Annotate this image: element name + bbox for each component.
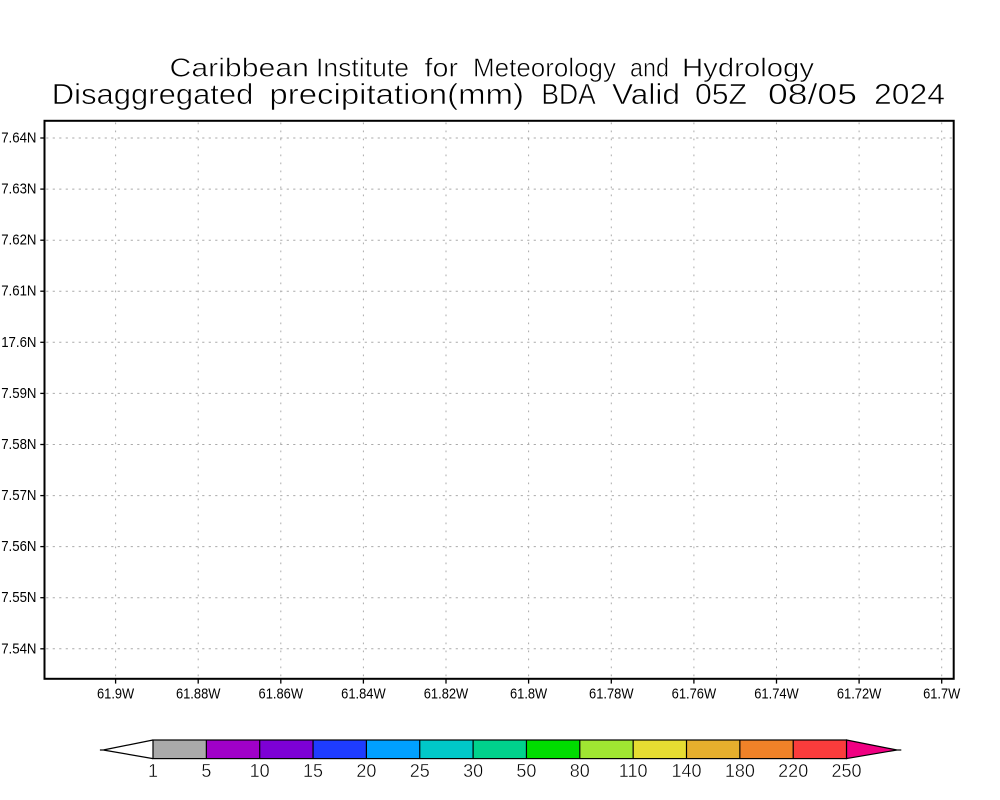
svg-text:08/05: 08/05 — [768, 79, 857, 111]
svg-text:50: 50 — [516, 761, 536, 781]
svg-text:7.59N: 7.59N — [1, 385, 36, 402]
svg-text:250: 250 — [832, 761, 862, 781]
svg-text:7.56N: 7.56N — [1, 538, 36, 555]
svg-text:17.6N: 17.6N — [1, 334, 36, 351]
svg-text:61.82W: 61.82W — [424, 686, 469, 703]
svg-text:5: 5 — [201, 761, 211, 781]
svg-text:Meteorology: Meteorology — [473, 52, 616, 82]
svg-text:30: 30 — [463, 761, 483, 781]
svg-text:05Z: 05Z — [695, 79, 747, 111]
svg-text:7.64N: 7.64N — [1, 130, 36, 147]
svg-text:110: 110 — [619, 761, 648, 781]
svg-text:7.58N: 7.58N — [1, 436, 36, 453]
svg-text:2024: 2024 — [874, 79, 945, 111]
svg-text:61.9W: 61.9W — [97, 686, 135, 703]
svg-text:61.7W: 61.7W — [923, 686, 961, 703]
svg-text:180: 180 — [725, 761, 755, 781]
svg-text:61.88W: 61.88W — [176, 686, 221, 703]
svg-text:61.74W: 61.74W — [754, 686, 799, 703]
svg-text:61.8W: 61.8W — [510, 686, 548, 703]
svg-text:Caribbean: Caribbean — [170, 52, 310, 82]
svg-text:Valid: Valid — [612, 79, 680, 111]
svg-text:Disaggregated: Disaggregated — [52, 79, 254, 111]
svg-text:61.76W: 61.76W — [672, 686, 717, 703]
svg-text:7.55N: 7.55N — [1, 589, 36, 606]
svg-text:precipitation(mm): precipitation(mm) — [269, 79, 524, 111]
svg-text:80: 80 — [570, 761, 590, 781]
svg-text:7.57N: 7.57N — [1, 487, 36, 504]
svg-text:and: and — [630, 52, 669, 82]
svg-text:220: 220 — [778, 761, 808, 781]
svg-text:10: 10 — [250, 761, 270, 781]
svg-text:7.62N: 7.62N — [1, 232, 36, 249]
svg-text:7.63N: 7.63N — [1, 181, 36, 198]
svg-text:7.54N: 7.54N — [1, 640, 36, 657]
svg-text:Institute: Institute — [316, 52, 409, 82]
svg-text:for: for — [425, 52, 459, 82]
svg-text:1: 1 — [148, 761, 158, 781]
svg-text:7.61N: 7.61N — [1, 283, 36, 300]
svg-text:25: 25 — [410, 761, 430, 781]
svg-text:61.84W: 61.84W — [341, 686, 386, 703]
svg-text:15: 15 — [303, 761, 323, 781]
svg-text:20: 20 — [356, 761, 376, 781]
svg-text:140: 140 — [671, 761, 701, 781]
svg-text:61.86W: 61.86W — [259, 686, 304, 703]
svg-text:BDA: BDA — [541, 79, 596, 111]
svg-text:61.78W: 61.78W — [589, 686, 634, 703]
svg-text:Hydrology: Hydrology — [682, 52, 814, 82]
svg-text:61.72W: 61.72W — [837, 686, 882, 703]
